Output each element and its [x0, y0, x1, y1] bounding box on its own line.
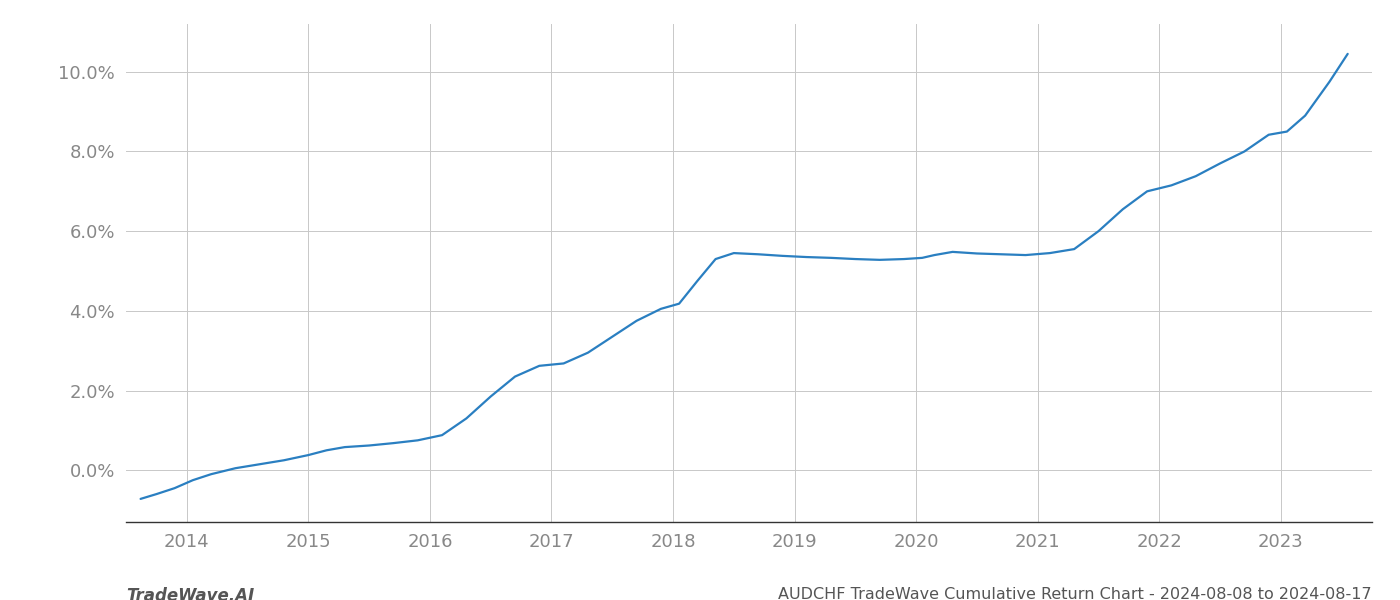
Text: AUDCHF TradeWave Cumulative Return Chart - 2024-08-08 to 2024-08-17: AUDCHF TradeWave Cumulative Return Chart… [778, 587, 1372, 600]
Text: TradeWave.AI: TradeWave.AI [126, 587, 255, 600]
